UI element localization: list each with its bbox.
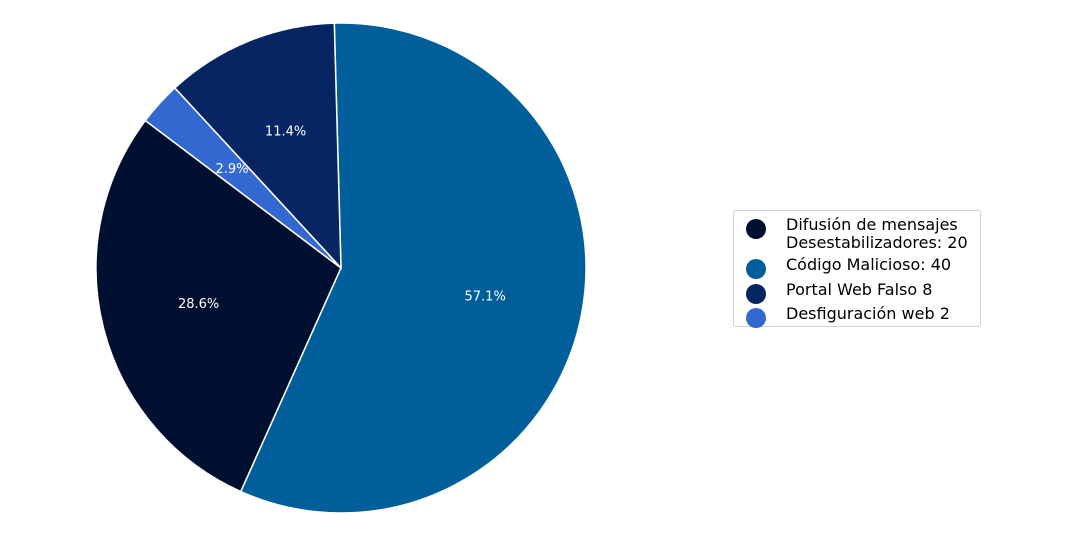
- legend-marker: [746, 219, 766, 239]
- legend-label: Difusión de mensajes Desestabilizadores:…: [786, 215, 968, 252]
- pie-slice-0: [95, 119, 342, 493]
- pie-slice-1: [239, 22, 587, 514]
- legend-item-2: Portal Web Falso 8: [746, 281, 932, 304]
- legend-item-3: Desfiguración web 2: [746, 305, 950, 328]
- legend: Difusión de mensajes Desestabilizadores:…: [733, 210, 981, 328]
- legend-marker: [746, 308, 766, 328]
- pie-slice-3: [144, 86, 342, 269]
- legend-label: Desfiguración web 2: [786, 304, 950, 323]
- legend-label: Portal Web Falso 8: [786, 280, 933, 299]
- slice-percent-label-3: 2.9%: [215, 162, 248, 177]
- legend-marker: [746, 259, 766, 279]
- pie-slice-2: [173, 22, 342, 270]
- slice-percent-label-1: 57.1%: [465, 289, 506, 304]
- legend-item-0: Difusión de mensajes Desestabilizadores:…: [746, 216, 968, 252]
- legend-item-1: Código Malicioso: 40: [746, 256, 951, 279]
- legend-marker: [746, 284, 766, 304]
- slice-percent-label-0: 28.6%: [178, 297, 219, 312]
- slice-percent-label-2: 11.4%: [265, 124, 306, 139]
- legend-label: Código Malicioso: 40: [786, 255, 952, 274]
